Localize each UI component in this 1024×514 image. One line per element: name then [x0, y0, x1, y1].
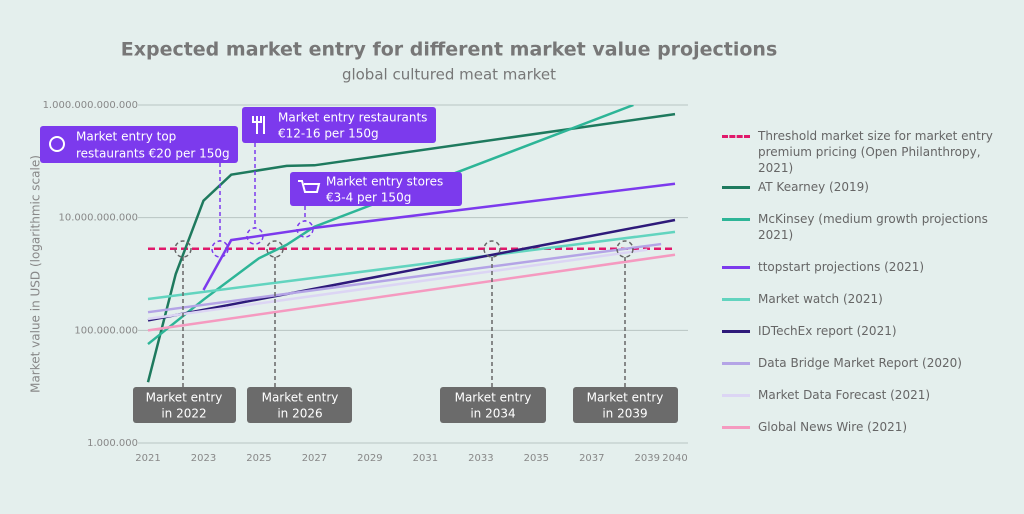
- legend-item: ttopstart projections (2021): [722, 259, 1012, 275]
- y-tick-label: 100.000.000: [74, 325, 138, 336]
- entry-circle: [246, 227, 264, 245]
- series-line: [202, 182, 676, 291]
- series-line: [147, 248, 648, 321]
- callout-text: Market entry top: [76, 130, 176, 144]
- legend-swatch: [722, 218, 750, 221]
- series-line: [147, 230, 676, 301]
- legend-item: Data Bridge Market Report (2020): [722, 355, 1012, 371]
- annotations: [174, 143, 634, 387]
- legend-label: IDTechEx report (2021): [758, 324, 897, 338]
- entry-text: in 2022: [161, 407, 206, 421]
- y-tick-label: 10.000.000.000: [58, 213, 138, 224]
- entry-circle: [616, 240, 634, 258]
- x-tick-label: 2031: [413, 453, 438, 464]
- legend-item: IDTechEx report (2021): [722, 323, 1012, 339]
- entry-labels: Market entry in 2022 Market entry in 202…: [133, 387, 678, 423]
- entry-circle: [174, 240, 192, 258]
- entry-text: Market entry: [587, 391, 664, 405]
- x-tick-label: 2033: [468, 453, 493, 464]
- entry-box: [573, 387, 678, 423]
- legend-label: AT Kearney (2019): [758, 180, 869, 194]
- callout-text: €3-4 per 150g: [326, 191, 411, 205]
- legend-swatch: [722, 426, 750, 429]
- series-line: [147, 218, 676, 322]
- legend-swatch: [722, 330, 750, 333]
- legend-label: Data Bridge Market Report (2020): [758, 356, 962, 370]
- entry-box: [133, 387, 236, 423]
- icon: [298, 180, 321, 193]
- legend: Threshold market size for market entry p…: [722, 128, 1012, 451]
- x-tick-label: 2040: [662, 453, 687, 464]
- x-tick-label: 2021: [135, 453, 160, 464]
- callout-box: [290, 172, 462, 206]
- entry-text: Market entry: [146, 391, 223, 405]
- icon: [252, 116, 265, 134]
- legend-item: Market watch (2021): [722, 291, 1012, 307]
- entry-text: Market entry: [455, 391, 532, 405]
- series-line: [147, 253, 676, 332]
- legend-label: Market Data Forecast (2021): [758, 388, 931, 402]
- x-tick-label: 2037: [579, 453, 604, 464]
- legend-label: Market watch (2021): [758, 292, 883, 306]
- legend-swatch: [722, 362, 750, 365]
- legend-label: ttopstart projections (2021): [758, 260, 925, 274]
- legend-item: AT Kearney (2019): [722, 179, 1012, 195]
- icon: [49, 136, 65, 152]
- chart-subtitle: global cultured meat market: [342, 66, 556, 84]
- callout-text: restaurants €20 per 150g: [76, 147, 230, 161]
- x-tick-label: 2035: [524, 453, 549, 464]
- callout-text: Market entry stores: [326, 175, 443, 189]
- entry-text: Market entry: [262, 391, 339, 405]
- callout-text: Market entry restaurants: [278, 111, 427, 125]
- entry-circle: [483, 240, 501, 258]
- x-tick-label: 2029: [357, 453, 382, 464]
- legend-swatch: [722, 266, 750, 269]
- legend-item: McKinsey (medium growth projections 2021…: [722, 211, 1012, 243]
- legend-label: Threshold market size for market entry p…: [758, 129, 993, 175]
- legend-item: Global News Wire (2021): [722, 419, 1012, 435]
- chart-title: Expected market entry for different mark…: [121, 39, 778, 61]
- series-line: [147, 242, 662, 314]
- entry-box: [247, 387, 352, 423]
- legend-swatch: [722, 135, 750, 138]
- legend-swatch: [722, 298, 750, 301]
- legend-item: Market Data Forecast (2021): [722, 387, 1012, 403]
- callouts: Market entry top restaurants €20 per 150…: [40, 107, 462, 206]
- y-tick-label: 1.000.000.000.000: [43, 100, 138, 111]
- entry-text: in 2034: [470, 407, 515, 421]
- x-tick-label: 2023: [191, 453, 216, 464]
- series-line: [146, 112, 676, 383]
- callout-text: €12-16 per 150g: [278, 127, 379, 141]
- callout-box: [40, 126, 238, 163]
- legend-label: McKinsey (medium growth projections 2021…: [758, 212, 988, 242]
- legend-swatch: [722, 394, 750, 397]
- callout-box: [242, 107, 436, 143]
- x-tick-label: 2027: [302, 453, 327, 464]
- y-axis-label: Market value in USD (logarithmic scale): [29, 155, 43, 393]
- x-tick-label: 2039: [635, 453, 660, 464]
- legend-item: Threshold market size for market entry p…: [722, 128, 1012, 176]
- entry-text: in 2026: [277, 407, 322, 421]
- entry-circle: [211, 240, 229, 258]
- entry-box: [440, 387, 546, 423]
- entry-text: in 2039: [602, 407, 647, 421]
- y-tick-label: 1.000.000: [87, 438, 138, 449]
- entry-circle: [296, 220, 314, 238]
- x-tick-label: 2025: [246, 453, 271, 464]
- legend-swatch: [722, 186, 750, 189]
- entry-circle: [266, 240, 284, 258]
- legend-label: Global News Wire (2021): [758, 420, 908, 434]
- plot-area: 1.000.000 100.000.000 10.000.000.000 1.000.…: [43, 100, 688, 464]
